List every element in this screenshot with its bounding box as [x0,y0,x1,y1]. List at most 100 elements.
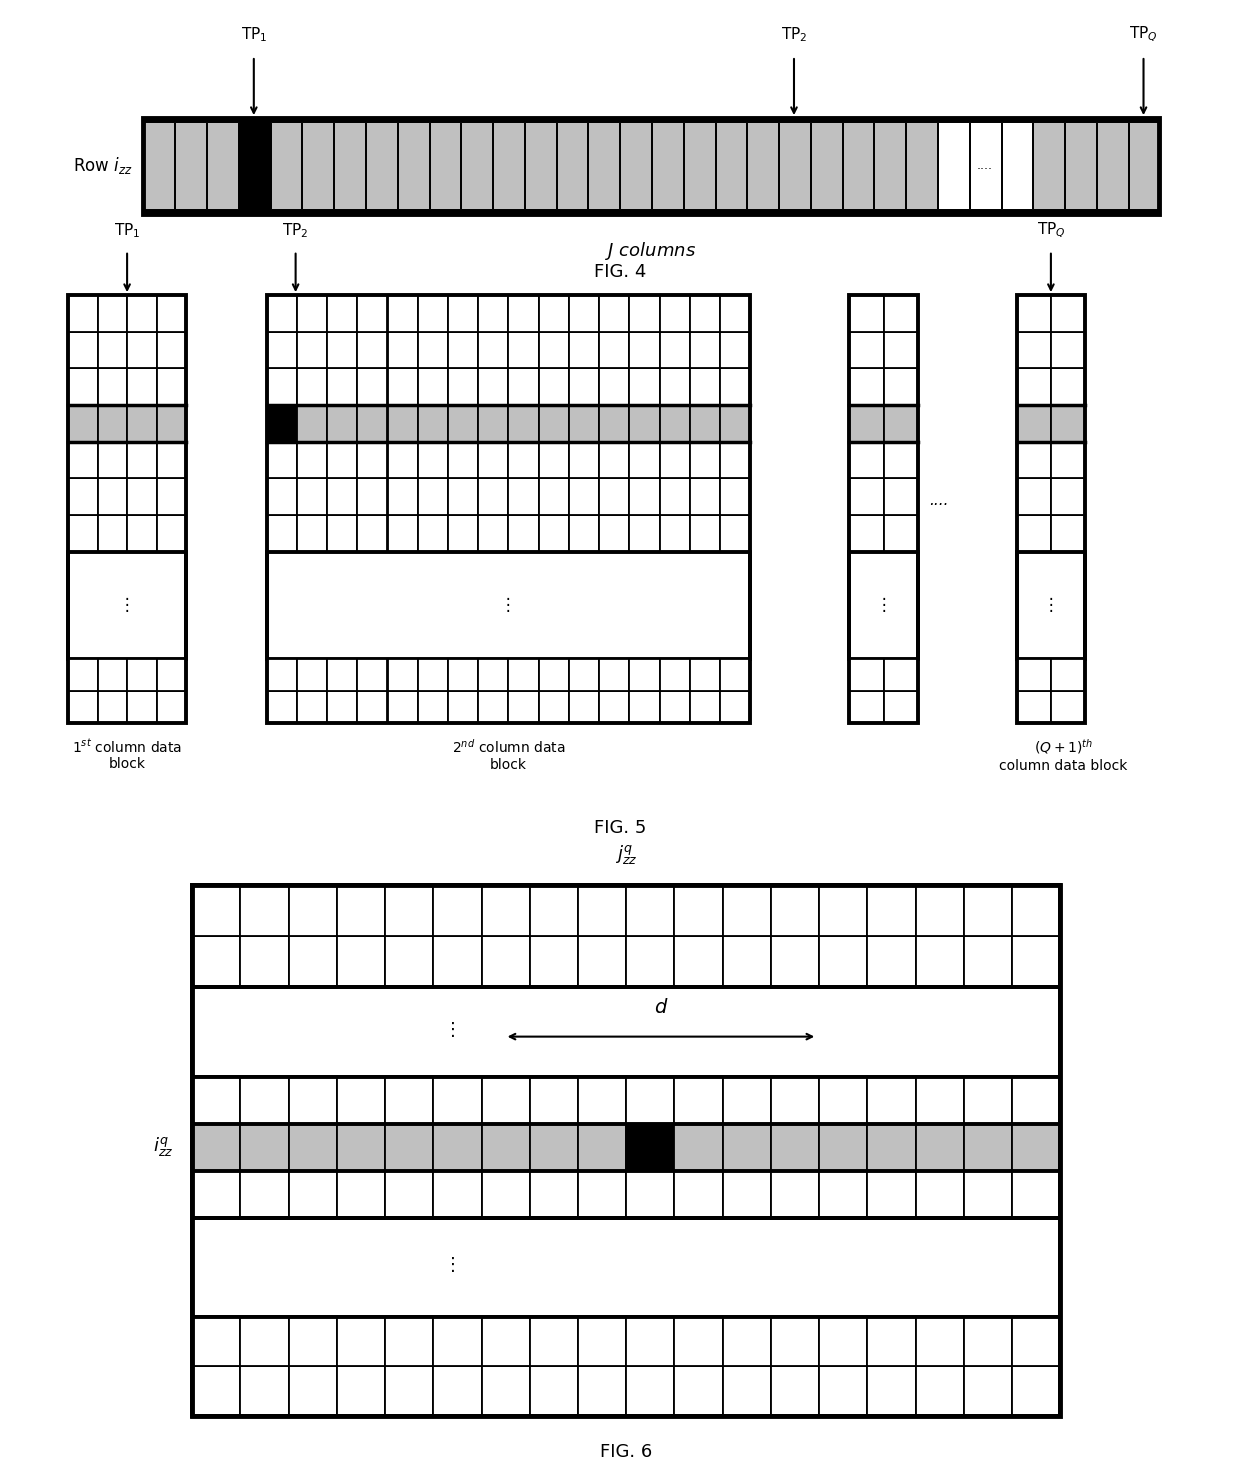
Bar [68,690,98,723]
Bar [192,885,1060,1416]
Bar [479,658,508,690]
Bar [689,690,720,723]
Bar [68,441,98,478]
Bar [1017,658,1050,690]
Bar [175,122,206,209]
Bar [529,1077,578,1124]
Bar [335,122,365,209]
Bar [779,122,810,209]
Bar [963,885,1012,937]
Bar [599,369,630,406]
Bar [723,937,771,987]
Bar [626,1171,675,1218]
Bar [156,406,186,441]
Bar [1050,478,1085,515]
Bar [128,478,156,515]
Text: TP$_2$: TP$_2$ [283,221,309,240]
Bar [68,478,98,515]
Bar [883,478,918,515]
Bar [529,1171,578,1218]
Bar [849,369,883,406]
Bar [915,1171,963,1218]
Bar [569,478,599,515]
Bar [538,441,569,478]
Bar [963,1366,1012,1416]
Bar [98,406,128,441]
Bar [418,441,448,478]
Bar [578,885,626,937]
Bar [660,441,689,478]
Bar [192,1317,241,1366]
Bar [820,937,867,987]
Bar [849,406,883,441]
Bar [192,1124,241,1171]
Bar [849,658,883,690]
Bar [569,295,599,332]
Bar [720,369,750,406]
Bar [626,885,675,937]
Bar [1012,885,1060,937]
Bar [771,1124,820,1171]
Bar [68,658,98,690]
Bar [156,332,186,369]
Bar [156,478,186,515]
Bar [192,937,241,987]
Bar [357,332,387,369]
Bar [883,690,918,723]
Bar [267,515,296,552]
Bar [771,885,820,937]
Bar [849,295,918,723]
Bar [689,332,720,369]
Bar [192,885,1060,987]
Bar [1128,122,1159,209]
Bar [529,937,578,987]
Bar [820,1124,867,1171]
Bar [538,332,569,369]
Bar [479,515,508,552]
Text: ⋮: ⋮ [444,1021,461,1040]
Bar [675,1077,723,1124]
Bar [660,332,689,369]
Bar [529,1124,578,1171]
Text: TP$_2$: TP$_2$ [781,25,807,44]
Bar [723,1366,771,1416]
Bar [143,118,1159,214]
Bar [720,515,750,552]
Bar [296,369,327,406]
Bar [883,295,918,332]
Bar [867,1124,915,1171]
Bar [267,369,296,406]
Bar [481,885,529,937]
Bar [1012,1366,1060,1416]
Bar [481,1171,529,1218]
Bar [418,690,448,723]
Text: ⋮: ⋮ [875,596,892,614]
Bar [626,1124,675,1171]
Bar [675,1171,723,1218]
Bar [883,406,918,441]
Bar [820,1171,867,1218]
Bar [239,122,270,209]
Bar [327,295,357,332]
Text: ⋮: ⋮ [1043,596,1059,614]
Bar [68,295,186,723]
Bar [508,369,538,406]
Bar [675,885,723,937]
Bar [241,937,289,987]
Bar [963,1124,1012,1171]
Bar [387,441,418,478]
Bar [629,658,660,690]
Bar [481,937,529,987]
Bar [748,122,779,209]
Bar [849,478,883,515]
Bar [629,295,660,332]
Bar [883,369,918,406]
Bar [937,122,968,209]
Bar [448,406,479,441]
Text: $i^q_{zz}$: $i^q_{zz}$ [153,1136,174,1159]
Bar [192,1218,1060,1317]
Bar [241,1124,289,1171]
Bar [241,1171,289,1218]
Bar [98,369,128,406]
Text: FIG. 5: FIG. 5 [594,819,646,836]
